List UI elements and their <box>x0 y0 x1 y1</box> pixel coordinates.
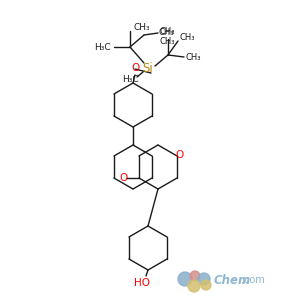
Text: H₃C: H₃C <box>122 74 138 83</box>
Text: CH₃: CH₃ <box>160 26 176 35</box>
Text: CH₃: CH₃ <box>160 37 176 46</box>
Circle shape <box>178 272 192 286</box>
Circle shape <box>198 273 210 285</box>
Text: CH₃: CH₃ <box>133 22 150 32</box>
Text: O: O <box>175 150 183 160</box>
Text: .com: .com <box>241 275 265 285</box>
Circle shape <box>188 280 200 292</box>
Text: O: O <box>120 173 128 183</box>
Text: Chem: Chem <box>214 274 251 286</box>
Circle shape <box>201 280 211 290</box>
Text: H₃C: H₃C <box>94 43 111 52</box>
Text: HO: HO <box>134 278 150 288</box>
Text: Si: Si <box>142 62 153 76</box>
Circle shape <box>190 271 200 281</box>
Text: CH₃: CH₃ <box>186 52 202 62</box>
Text: O: O <box>131 63 139 73</box>
Text: CH₃: CH₃ <box>180 34 196 43</box>
Text: CH₃: CH₃ <box>158 28 174 37</box>
